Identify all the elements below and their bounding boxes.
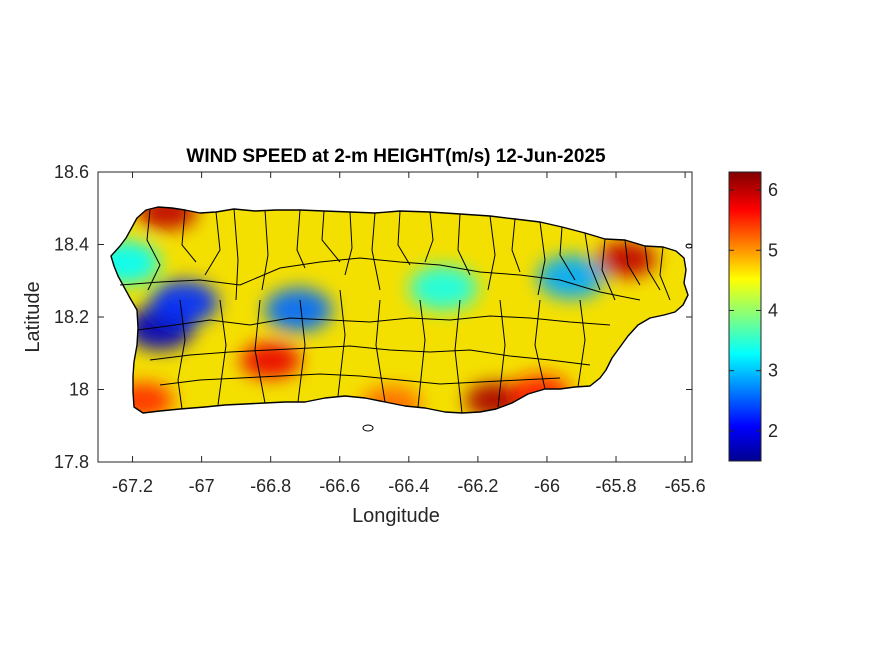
municipal-boundary — [417, 299, 426, 408]
y-tick-label: 18 — [69, 380, 89, 400]
municipal-boundary — [233, 208, 239, 301]
high-wind-area — [137, 207, 198, 230]
municipal-boundary — [337, 289, 346, 397]
x-tick-label: -67 — [189, 476, 215, 496]
low-wind-area — [111, 240, 160, 285]
municipal-boundary — [375, 299, 386, 403]
x-tick-label: -67.2 — [112, 476, 153, 496]
municipal-boundary — [397, 210, 411, 266]
map-title: WIND SPEED at 2-m HEIGHT(m/s) 12-Jun-202… — [186, 146, 606, 167]
municipal-boundary — [624, 239, 641, 286]
municipal-boundary — [534, 299, 546, 390]
municipal-boundary — [577, 299, 586, 388]
high-wind-area — [596, 241, 657, 277]
y-tick-label: 17.8 — [54, 452, 89, 472]
x-axis-label: Longitude — [352, 505, 440, 527]
municipal-boundary — [159, 373, 561, 386]
x-tick-label: -66.4 — [388, 476, 429, 496]
municipal-boundary — [261, 209, 269, 291]
municipal-boundary — [511, 218, 521, 273]
caja-de-muertos-islet — [362, 424, 374, 432]
municipal-boundary — [559, 226, 576, 281]
x-tick-label: -66 — [534, 476, 560, 496]
island-coastline — [110, 206, 689, 414]
municipal-boundary — [659, 246, 671, 301]
y-tick-label: 18.6 — [54, 162, 89, 182]
y-tick-label: 18.4 — [54, 235, 89, 255]
municipal-boundary — [254, 299, 266, 404]
municipal-boundary — [296, 209, 306, 269]
municipal-boundary — [584, 232, 601, 291]
x-tick-label: -66.6 — [319, 476, 360, 496]
colorbar-tick-label: 6 — [768, 180, 778, 200]
x-tick-label: -66.2 — [457, 476, 498, 496]
x-tick-label: -65.6 — [665, 476, 706, 496]
municipal-boundary — [217, 299, 227, 406]
municipal-boundary — [424, 211, 434, 263]
municipal-boundary — [344, 211, 353, 276]
colorbar-tick-label: 2 — [768, 421, 778, 441]
municipal-boundary — [454, 299, 463, 414]
y-axis-label: Latitude — [22, 281, 44, 352]
municipal-boundary — [487, 215, 496, 291]
x-axis: -67.2 -67 -66.8 -66.6 -66.4 -66.2 -66 -65.8 -65.… — [112, 172, 706, 496]
low-wind-area — [264, 287, 333, 332]
high-wind-area — [240, 342, 301, 379]
colorbar-ticks: 2 3 4 5 6 — [729, 180, 778, 441]
y-axis: 17.8 18 18.2 18.4 18.6 — [54, 162, 692, 472]
municipal-boundaries — [119, 208, 671, 414]
low-wind-area — [409, 266, 478, 310]
x-tick-label: -66.8 — [250, 476, 291, 496]
low-wind-area — [150, 280, 219, 325]
municipal-boundary — [119, 257, 641, 301]
municipal-boundary — [181, 209, 197, 263]
colorbar-tick-label: 5 — [768, 240, 778, 260]
y-tick-label: 18.2 — [54, 307, 89, 327]
municipal-boundary — [177, 299, 186, 410]
municipal-boundary — [321, 210, 341, 263]
municipal-boundary — [601, 238, 616, 301]
municipal-boundary — [137, 315, 611, 331]
x-tick-label: -65.8 — [596, 476, 637, 496]
municipal-boundary — [371, 212, 381, 291]
colorbar — [728, 171, 762, 462]
municipal-boundary — [297, 299, 306, 403]
municipal-boundary — [146, 209, 161, 291]
municipal-boundary — [457, 213, 471, 276]
colorbar-tick-label: 3 — [768, 361, 778, 381]
municipal-boundary — [149, 345, 591, 366]
colorbar-tick-label: 4 — [768, 300, 778, 320]
municipal-boundary — [644, 245, 661, 291]
municipal-boundary — [204, 211, 221, 276]
municipal-boundary — [537, 221, 546, 296]
municipal-boundary — [497, 299, 506, 408]
